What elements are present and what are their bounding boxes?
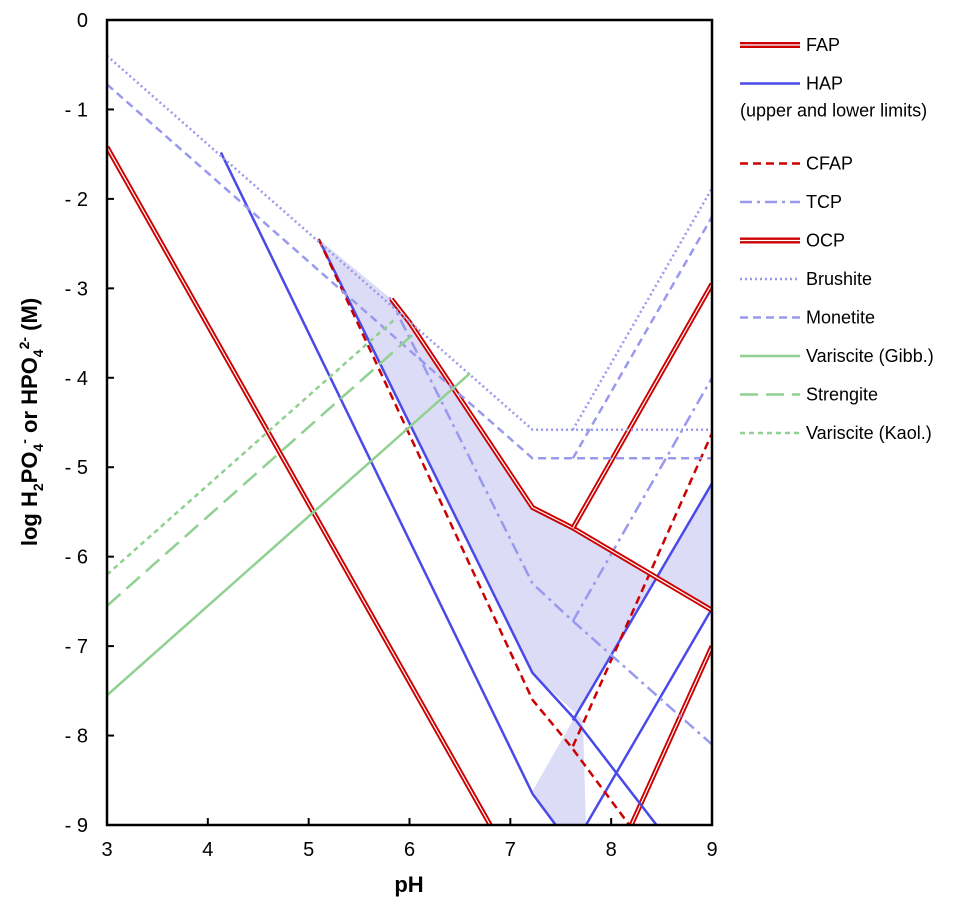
series-brushite-line-0 — [107, 54, 712, 431]
y-tick-label: - 7 — [65, 636, 88, 658]
y-axis-title-part: 2 — [30, 483, 46, 491]
series-tcp-line-0 — [388, 296, 712, 746]
y-axis-title-part: 4 — [30, 349, 46, 357]
y-tick-label: - 3 — [65, 278, 88, 300]
y-tick-label: - 4 — [65, 368, 88, 390]
x-tick-label: 8 — [606, 839, 617, 861]
x-tick-label: 4 — [202, 839, 213, 861]
legend-item-cfap: CFAP — [740, 154, 853, 174]
y-axis-title-part: log H — [17, 491, 42, 546]
x-tick-label: 7 — [505, 839, 516, 861]
legend-item-strengite: Strengite — [740, 385, 878, 405]
series-variscite-gibb-line-0 — [107, 372, 471, 697]
x-axis-title: pH — [394, 872, 423, 897]
series-fap — [107, 145, 712, 825]
legend: FAP HAP (upper and lower limits) CFAP TCP OCP… — [740, 35, 934, 443]
series-brushite — [107, 54, 712, 431]
legend-item-variscite-kaol: Variscite (Kaol.) — [740, 423, 932, 443]
legend-item-tcp: TCP — [740, 192, 842, 212]
series-hap-line-2 — [584, 607, 712, 825]
series-strengite — [107, 332, 416, 607]
y-axis-title-part: 4 — [30, 444, 46, 452]
y-axis-title-part: (M) — [17, 298, 42, 337]
y-tick-label: - 2 — [65, 189, 88, 211]
legend-label: Monetite — [806, 308, 875, 328]
series-monetite-line-1 — [571, 216, 712, 459]
x-tick-label: 3 — [101, 839, 112, 861]
y-tick-label: - 5 — [65, 457, 88, 479]
legend-label: CFAP — [806, 154, 853, 174]
legend-label-line2: (upper and lower limits) — [740, 101, 927, 121]
x-tick-label: 9 — [706, 839, 717, 861]
y-axis-title-part: - — [16, 439, 32, 444]
series-hap — [219, 151, 712, 825]
series-monetite-line-0 — [107, 83, 712, 460]
series-ocp-line-0-inner — [390, 298, 712, 611]
series-fap-line-0-inner — [107, 146, 491, 825]
legend-label: TCP — [806, 192, 842, 212]
legend-item-ocp: OCP — [740, 231, 845, 251]
series-ocp-line-1-inner — [572, 283, 712, 529]
legend-item-brushite: Brushite — [740, 269, 872, 289]
y-axis-title-part: 2- — [16, 337, 32, 350]
legend-label: HAP — [806, 74, 843, 94]
y-axis-title-part: PO — [17, 452, 42, 484]
y-tick-label: - 6 — [65, 547, 88, 569]
series-cfap-line-0 — [317, 238, 631, 825]
x-tick-label: 5 — [303, 839, 314, 861]
series-tcp — [388, 296, 712, 746]
series-hap-line-3 — [571, 482, 712, 722]
series-fap-line-1-inner — [630, 645, 712, 825]
legend-item-fap: FAP — [740, 35, 840, 55]
legend-label: OCP — [806, 231, 845, 251]
legend-label: Strengite — [806, 385, 878, 405]
legend-label: FAP — [806, 35, 840, 55]
series-cfap-line-1 — [571, 432, 712, 747]
legend-label: Variscite (Kaol.) — [806, 423, 932, 443]
y-axis-title-part: or HPO — [17, 357, 42, 439]
series-variscite-kaol — [107, 318, 396, 576]
series-monetite — [107, 83, 712, 460]
y-tick-label: 0 — [77, 10, 88, 32]
series-ocp — [389, 282, 712, 613]
y-tick-label: - 9 — [65, 815, 88, 837]
series-hap-line-0 — [219, 151, 557, 825]
series-variscite-kaol-line-0 — [107, 318, 396, 576]
legend-item-variscite-gibb: Variscite (Gibb.) — [740, 346, 934, 366]
legend-item-hap: HAP (upper and lower limits) — [740, 74, 927, 121]
series-variscite-gibb — [107, 372, 471, 697]
legend-label: Variscite (Gibb.) — [806, 346, 934, 366]
series-cfap — [317, 238, 712, 825]
legend-item-monetite: Monetite — [740, 308, 875, 328]
legend-label: Brushite — [806, 269, 872, 289]
series-strengite-line-0 — [107, 332, 416, 607]
y-tick-label: - 8 — [65, 726, 88, 748]
hap-shaded-region — [220, 152, 712, 825]
x-tick-label: 6 — [404, 839, 415, 861]
series-brushite-line-1 — [571, 187, 712, 431]
plot-area — [107, 54, 712, 825]
y-tick-label: - 1 — [65, 99, 88, 121]
series-tcp-line-1 — [571, 377, 712, 622]
y-axis-title: log H2PO4- or HPO42- (M) — [16, 298, 46, 546]
